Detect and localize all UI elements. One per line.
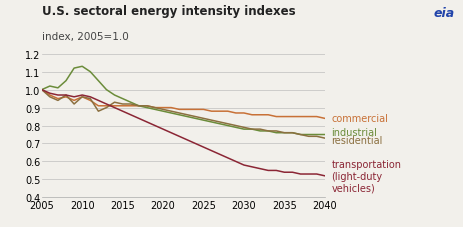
- Text: U.S. sectoral energy intensity indexes: U.S. sectoral energy intensity indexes: [42, 5, 295, 17]
- Text: index, 2005=1.0: index, 2005=1.0: [42, 32, 128, 42]
- Text: eia: eia: [432, 7, 454, 20]
- Text: transportation
(light-duty
vehicles): transportation (light-duty vehicles): [331, 160, 400, 192]
- Text: residential: residential: [331, 136, 382, 146]
- Text: industrial: industrial: [331, 128, 376, 138]
- Text: commercial: commercial: [331, 114, 388, 124]
